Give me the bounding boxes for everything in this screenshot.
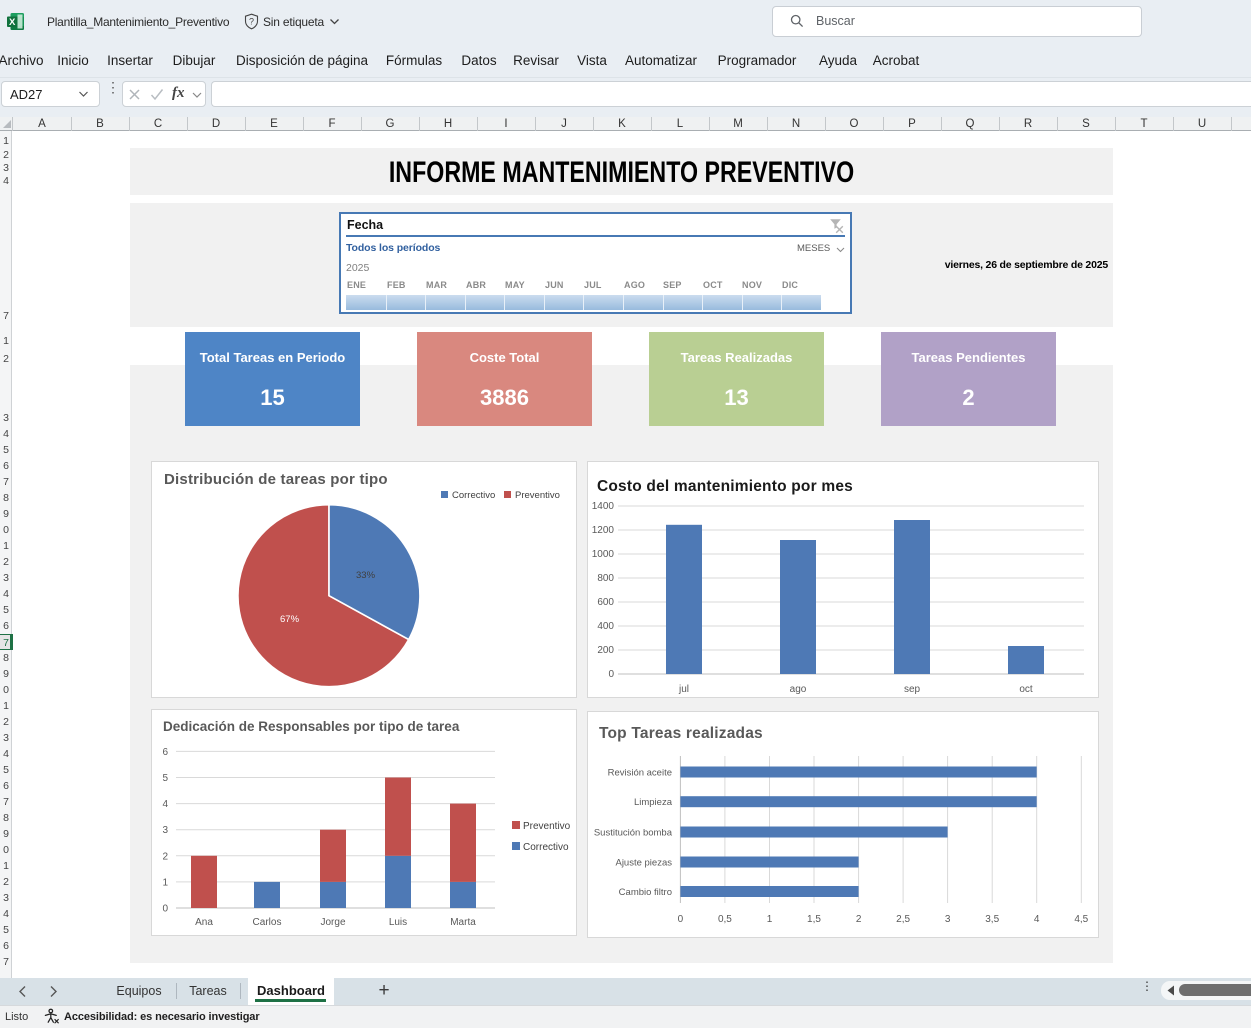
- svg-text:67%: 67%: [280, 614, 300, 625]
- svg-text:800: 800: [597, 573, 614, 584]
- svg-text:oct: oct: [1019, 684, 1033, 695]
- svg-text:1: 1: [162, 877, 168, 888]
- svg-text:0: 0: [162, 904, 168, 915]
- svg-text:0: 0: [608, 669, 614, 680]
- svg-text:Preventivo: Preventivo: [515, 490, 560, 501]
- svg-text:1200: 1200: [592, 525, 615, 536]
- svg-text:sep: sep: [904, 684, 921, 695]
- svg-text:Distribución de tareas por tip: Distribución de tareas por tipo: [164, 471, 388, 488]
- svg-text:Ana: Ana: [195, 917, 213, 928]
- svg-text:Dedicación de Responsables por: Dedicación de Responsables por tipo de t…: [163, 719, 460, 734]
- svg-text:600: 600: [597, 597, 614, 608]
- svg-text:0,5: 0,5: [718, 914, 732, 925]
- svg-text:4: 4: [162, 799, 168, 810]
- svg-text:1: 1: [767, 914, 773, 925]
- svg-text:Correctivo: Correctivo: [523, 842, 569, 853]
- svg-text:Marta: Marta: [450, 917, 476, 928]
- svg-text:Revisión aceite: Revisión aceite: [608, 768, 672, 779]
- svg-text:Top Tareas realizadas: Top Tareas realizadas: [599, 725, 763, 742]
- svg-text:X: X: [9, 17, 16, 28]
- svg-text:Costo del mantenimiento por me: Costo del mantenimiento por mes: [597, 478, 853, 495]
- svg-text:Preventivo: Preventivo: [523, 821, 571, 832]
- svg-text:3,5: 3,5: [985, 914, 999, 925]
- svg-text:33%: 33%: [356, 570, 376, 581]
- svg-text:Luis: Luis: [389, 917, 407, 928]
- svg-text:2,5: 2,5: [896, 914, 910, 925]
- svg-text:5: 5: [162, 773, 168, 784]
- svg-text:200: 200: [597, 645, 614, 656]
- svg-text:4,5: 4,5: [1074, 914, 1088, 925]
- svg-text:3: 3: [162, 825, 168, 836]
- svg-text:400: 400: [597, 621, 614, 632]
- svg-text:Sustitución bomba: Sustitución bomba: [594, 828, 673, 839]
- svg-text:Ajuste piezas: Ajuste piezas: [615, 858, 672, 869]
- svg-text:Correctivo: Correctivo: [452, 490, 495, 501]
- svg-text:1,5: 1,5: [807, 914, 821, 925]
- svg-text:2: 2: [162, 851, 168, 862]
- svg-text:ago: ago: [790, 684, 807, 695]
- svg-text:2: 2: [856, 914, 862, 925]
- svg-text:3: 3: [945, 914, 951, 925]
- svg-text:Limpieza: Limpieza: [634, 797, 673, 808]
- svg-text:jul: jul: [678, 684, 689, 695]
- svg-text:?: ?: [249, 17, 254, 27]
- svg-text:1400: 1400: [592, 501, 615, 512]
- svg-text:4: 4: [1034, 914, 1040, 925]
- svg-text:Cambio filtro: Cambio filtro: [619, 887, 672, 898]
- svg-text:Carlos: Carlos: [253, 917, 282, 928]
- svg-text:1000: 1000: [592, 549, 615, 560]
- svg-text:Jorge: Jorge: [320, 917, 345, 928]
- svg-text:0: 0: [678, 914, 684, 925]
- svg-text:6: 6: [162, 747, 168, 758]
